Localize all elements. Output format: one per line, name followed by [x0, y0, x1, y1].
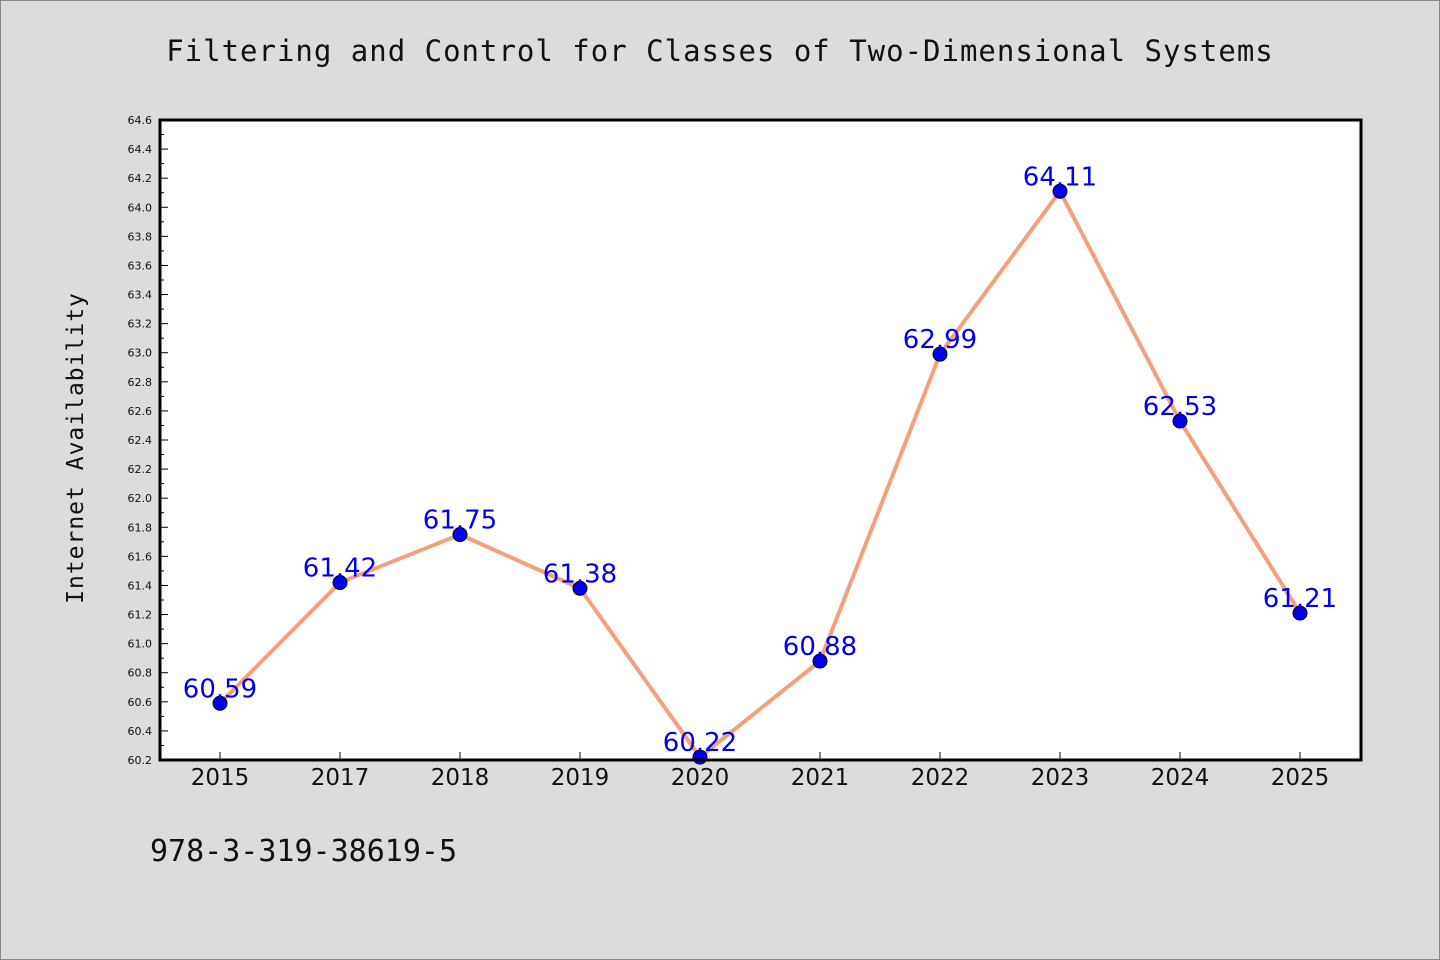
data-point [1052, 183, 1068, 199]
y-tick-label: 64.2 [128, 172, 153, 185]
y-tick-label: 64.4 [128, 143, 153, 156]
y-tick-label: 64.0 [128, 201, 153, 214]
y-tick-label: 60.8 [128, 667, 153, 680]
y-tick-label: 60.2 [128, 754, 153, 767]
data-label: 61.38 [543, 559, 617, 589]
data-label: 62.99 [903, 325, 977, 355]
y-tick-label: 61.0 [128, 638, 153, 651]
data-point [212, 695, 228, 711]
data-point [932, 346, 948, 362]
y-tick-label: 63.2 [128, 318, 153, 331]
x-tick-label: 2022 [911, 765, 970, 791]
y-tick-label: 63.4 [128, 289, 153, 302]
y-tick-label: 63.0 [128, 347, 153, 360]
plot-area [160, 120, 1361, 760]
data-label: 60.88 [783, 632, 857, 662]
x-tick-label: 2017 [311, 765, 370, 791]
data-label: 61.75 [423, 506, 497, 536]
data-point [1292, 605, 1308, 621]
chart-title: Filtering and Control for Classes of Two… [166, 34, 1274, 68]
y-tick-label: 62.6 [128, 405, 153, 418]
y-tick-label: 62.8 [128, 376, 153, 389]
x-tick-label: 2023 [1031, 765, 1090, 791]
x-tick-label: 2019 [551, 765, 610, 791]
data-label: 61.42 [303, 554, 377, 584]
y-tick-label: 61.6 [128, 550, 153, 563]
data-point [572, 580, 588, 596]
x-tick-label: 2018 [431, 765, 490, 791]
y-tick-label: 60.6 [128, 696, 153, 709]
y-tick-label: 62.4 [128, 434, 153, 447]
y-tick-label: 61.2 [128, 609, 153, 622]
data-label: 60.59 [183, 674, 257, 704]
data-point [452, 527, 468, 543]
data-point [332, 575, 348, 591]
footnote-isbn: 978-3-319-38619-5 [150, 834, 458, 869]
plot-frame [158, 118, 1363, 762]
data-markers [212, 183, 1308, 765]
y-tick-label: 60.4 [128, 725, 153, 738]
x-axis: 2015 2017 2018 2019 2020 2021 2022 2023 2024 2025 [191, 752, 1330, 791]
x-tick-label: 2015 [191, 765, 250, 791]
data-point [1172, 413, 1188, 429]
x-tick-label: 2024 [1151, 765, 1210, 791]
y-tick-label: 62.0 [128, 492, 153, 505]
x-tick-label: 2025 [1271, 765, 1330, 791]
y-tick-label: 62.2 [128, 463, 153, 476]
series-line [218, 189, 1302, 760]
data-labels: 60.59 61.42 61.75 61.38 60.22 60.88 62.99 64.11… [183, 162, 1337, 758]
data-point [812, 653, 828, 669]
data-label: 60.22 [663, 728, 737, 758]
y-tick-label: 63.6 [128, 259, 153, 272]
y-tick-label: 61.4 [128, 579, 153, 592]
y-tick-label: 61.8 [128, 521, 153, 534]
data-label: 62.53 [1143, 392, 1217, 422]
y-axis: 60.2 60.4 60.6 60.8 61.0 61.2 61.4 61.6 61.8 62.0… [128, 114, 168, 767]
y-tick-label: 64.6 [128, 114, 153, 127]
x-tick-label: 2020 [671, 765, 730, 791]
data-label: 61.21 [1263, 584, 1337, 614]
y-tick-label: 63.8 [128, 230, 153, 243]
x-tick-label: 2021 [791, 765, 850, 791]
data-label: 64.11 [1023, 162, 1097, 192]
